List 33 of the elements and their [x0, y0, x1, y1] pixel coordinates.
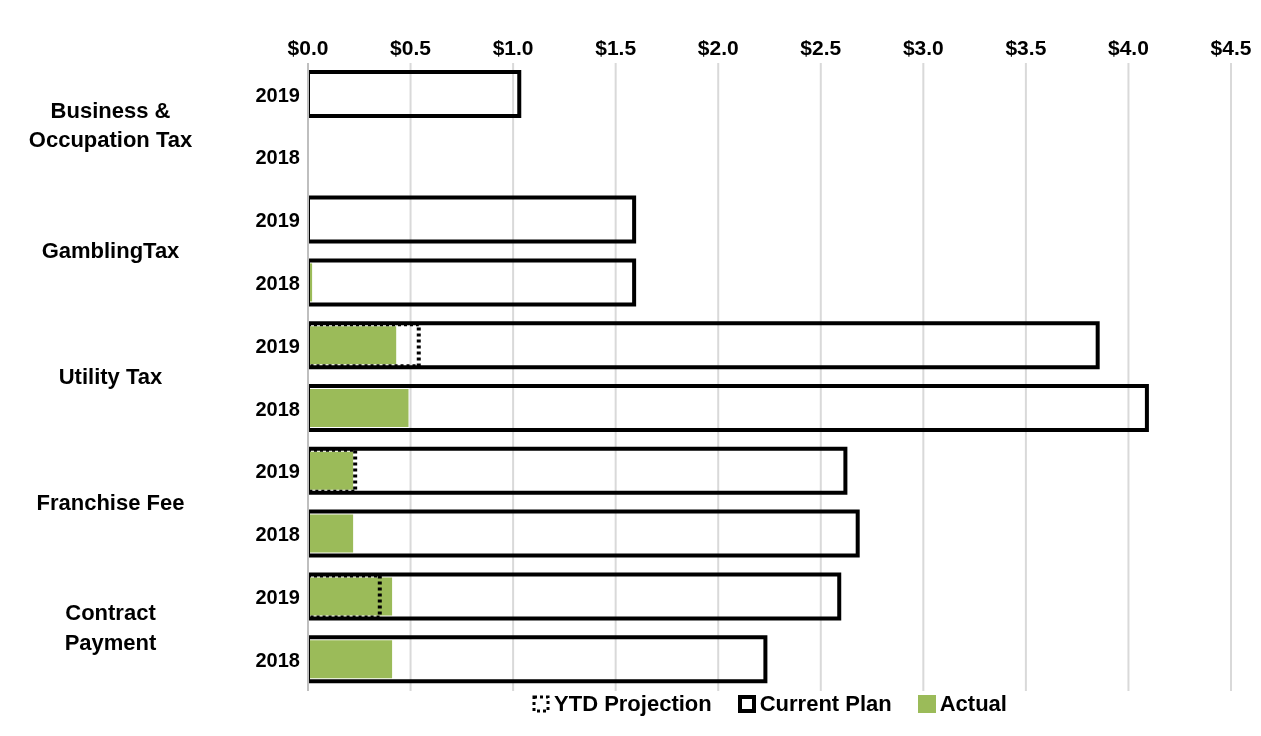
y-tick-label: 2018 [255, 146, 300, 169]
text: Utility Tax [57, 363, 164, 392]
x-tick-label: $4.5 [1210, 36, 1252, 59]
x-tick-label: $3.5 [1005, 36, 1047, 59]
y-tick-label: 2019 [255, 334, 300, 357]
y-tick-label: 2018 [255, 271, 300, 294]
text: Contract Payment [63, 599, 158, 658]
x-tick-label: $2.0 [697, 36, 739, 59]
x-tick-label: $1.5 [595, 36, 637, 59]
bar [308, 514, 354, 553]
legend-label: YTD Projection [554, 691, 712, 717]
x-tick-label: $0.0 [287, 36, 329, 59]
text: Business & Occupation Tax [27, 97, 194, 155]
y-tick-label: 2018 [255, 523, 300, 546]
y-tick-label: 2019 [255, 209, 300, 232]
y-tick-label: 2018 [255, 397, 300, 420]
legend-label: Actual [939, 691, 1007, 717]
text: GamblingTax [40, 237, 181, 266]
bar [308, 640, 393, 679]
x-tick-label: $3.0 [902, 36, 944, 59]
y-tick-label: 2019 [255, 460, 300, 483]
x-tick-label: $2.5 [800, 36, 842, 59]
bar [308, 577, 393, 616]
x-tick-label: $0.5 [390, 36, 432, 59]
legend-label: Current Plan [759, 691, 892, 717]
y-tick-label: 2019 [255, 585, 300, 608]
x-tick-label: $1.0 [492, 36, 534, 59]
y-tick-label: 2019 [255, 83, 300, 106]
bar [308, 326, 397, 365]
text: Franchise Fee [35, 488, 186, 517]
y-tick-label: 2018 [255, 648, 300, 671]
x-tick-label: $4.0 [1108, 36, 1149, 59]
bar [308, 389, 409, 427]
